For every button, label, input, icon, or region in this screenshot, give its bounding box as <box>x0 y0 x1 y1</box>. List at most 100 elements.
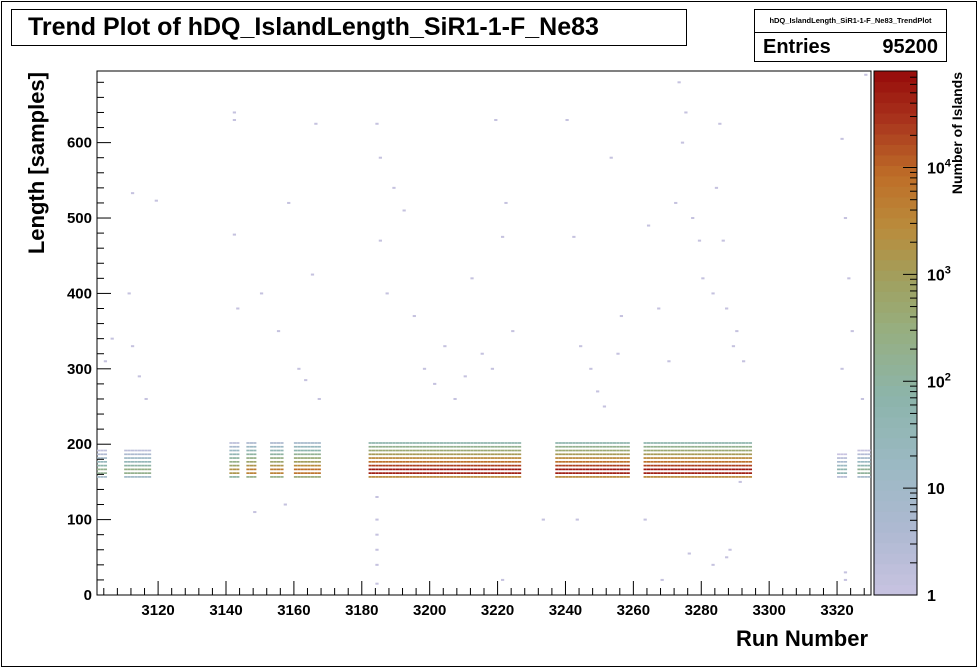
heatmap-cell <box>412 457 416 459</box>
heatmap-cell <box>134 449 138 452</box>
heatmap-cell <box>141 460 145 463</box>
heatmap-cell <box>728 476 732 478</box>
heatmap-cell <box>646 445 651 448</box>
heatmap-cell <box>484 449 488 452</box>
heatmap-cell <box>735 445 739 448</box>
heatmap-cell <box>616 453 620 456</box>
heatmap-cell <box>378 476 382 478</box>
heatmap-cell <box>127 292 131 295</box>
heatmap-cell <box>568 449 573 452</box>
heatmap-cell <box>463 445 467 448</box>
heatmap-cell <box>667 360 671 363</box>
heatmap-cell <box>422 445 427 448</box>
heatmap-cell <box>446 442 450 444</box>
heatmap-cell <box>276 453 281 456</box>
heatmap-cell <box>232 449 237 452</box>
heatmap-cell <box>137 476 141 478</box>
heatmap-cell <box>453 464 457 467</box>
heatmap-cell <box>857 457 861 459</box>
heatmap-cell <box>843 464 848 467</box>
heatmap-cell <box>443 449 447 452</box>
heatmap-cell <box>395 453 399 456</box>
heatmap-cell <box>470 476 474 478</box>
heatmap-cell <box>297 476 301 478</box>
heatmap-cell <box>687 468 691 471</box>
heatmap-cell <box>843 476 848 478</box>
heatmap-cell <box>419 442 423 444</box>
heatmap-cell <box>124 476 128 478</box>
heatmap-cell <box>127 453 131 456</box>
heatmap-cell <box>565 457 569 459</box>
heatmap-cell <box>412 464 416 467</box>
heatmap-cell <box>137 375 141 378</box>
heatmap-cell <box>433 468 437 471</box>
heatmap-cell <box>429 449 433 452</box>
heatmap-cell <box>144 457 148 459</box>
heatmap-cell <box>484 457 488 459</box>
heatmap-cell <box>680 464 685 467</box>
palette-swatch <box>874 532 917 544</box>
heatmap-cell <box>725 556 729 559</box>
heatmap-cell <box>691 453 695 456</box>
stats-histogram-name: hDQ_IslandLength_SiR1-1-F_Ne83_TrendPlot <box>755 10 946 33</box>
heatmap-cell <box>650 476 654 478</box>
heatmap-cell <box>606 457 610 459</box>
heatmap-cell <box>742 445 746 448</box>
heatmap-cell <box>721 476 725 478</box>
x-tick-label: 3120 <box>141 602 174 619</box>
heatmap-cell <box>674 472 678 474</box>
heatmap-cell <box>453 449 457 452</box>
heatmap-cell <box>582 472 586 474</box>
heatmap-cell <box>721 449 725 452</box>
heatmap-cell <box>280 476 284 478</box>
heatmap-cell <box>728 468 732 471</box>
heatmap-cell <box>680 460 685 463</box>
heatmap-cell <box>487 445 491 448</box>
heatmap-cell <box>589 453 593 456</box>
heatmap-cell <box>392 449 396 452</box>
heatmap-cell <box>728 472 732 474</box>
heatmap-cell <box>382 449 386 452</box>
heatmap-cell <box>463 442 467 444</box>
heatmap-cell <box>619 472 624 474</box>
heatmap-cell <box>704 460 708 463</box>
heatmap-cell <box>385 457 389 459</box>
heatmap-cell <box>694 468 698 471</box>
x-axis-label: Run Number <box>736 626 868 651</box>
heatmap-cell <box>738 480 742 483</box>
heatmap-cell <box>500 449 505 452</box>
heatmap-cell <box>446 472 450 474</box>
heatmap-cell <box>585 445 590 448</box>
heatmap-cell <box>507 457 511 459</box>
heatmap-cell <box>453 468 457 471</box>
heatmap-cell <box>558 457 562 459</box>
heatmap-cell <box>276 442 281 444</box>
heatmap-cell <box>236 307 240 310</box>
heatmap-cell <box>582 442 586 444</box>
heatmap-cell <box>742 472 746 474</box>
heatmap-cell <box>677 457 681 459</box>
heatmap-cell <box>229 460 233 463</box>
heatmap-cell <box>378 460 382 463</box>
heatmap-cell <box>568 476 573 478</box>
heatmap-cell <box>307 476 311 478</box>
heatmap-cell <box>487 449 491 452</box>
heatmap-cell <box>623 476 627 478</box>
heatmap-cell <box>253 472 257 474</box>
heatmap-cell <box>565 464 569 467</box>
heatmap-cell <box>704 476 708 478</box>
heatmap-cell <box>589 468 593 471</box>
heatmap-cell <box>450 464 454 467</box>
heatmap-cell <box>714 464 719 467</box>
heatmap-cell <box>307 457 311 459</box>
heatmap-cell <box>232 468 237 471</box>
heatmap-cell <box>606 476 610 478</box>
heatmap-cell <box>843 453 848 456</box>
heatmap-cell <box>317 449 321 452</box>
heatmap-cell <box>453 397 457 400</box>
z-axis-label: Number of Islands <box>949 72 965 194</box>
heatmap-cell <box>297 472 301 474</box>
heatmap-cell <box>619 453 624 456</box>
palette-swatch <box>874 144 917 156</box>
heatmap-cell <box>477 449 481 452</box>
